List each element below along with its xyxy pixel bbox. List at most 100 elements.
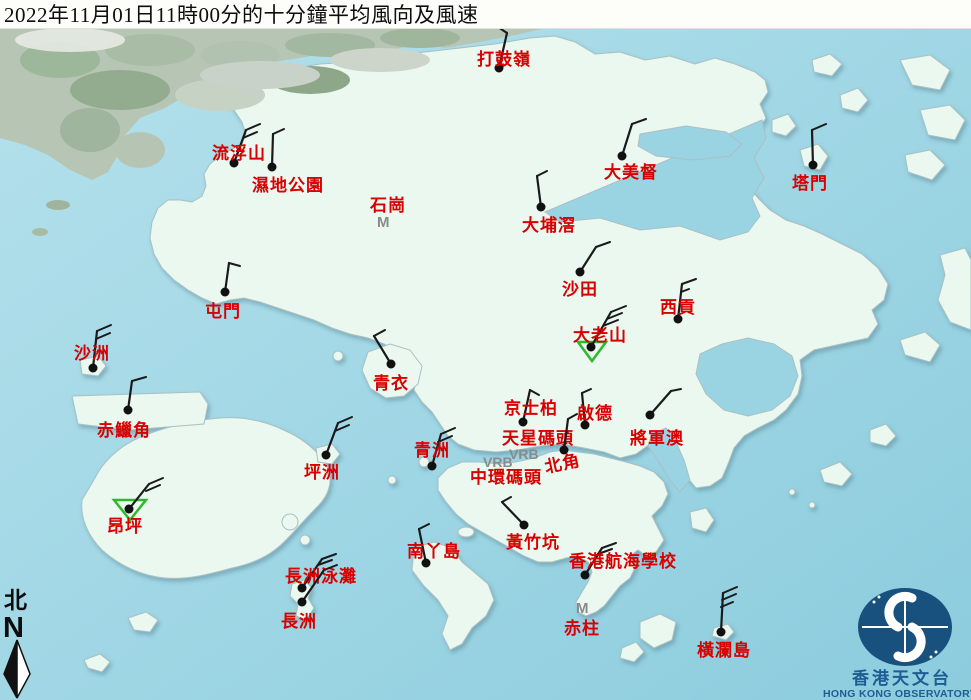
- station-label: 京士柏: [504, 398, 558, 418]
- station-label: 大埔滘: [522, 215, 576, 235]
- wind-barb-feather: [245, 123, 261, 131]
- station-dot: [580, 420, 590, 430]
- station-green-island: 青洲: [414, 427, 456, 471]
- wind-barb-feather: [720, 601, 734, 608]
- station-dot: [321, 450, 331, 460]
- station-dot: [617, 151, 627, 161]
- station-peng-chau: 坪洲: [304, 416, 353, 482]
- wind-barb-feather: [418, 523, 430, 530]
- wind-barb-feather: [228, 262, 241, 267]
- wind-barb-staff: [521, 388, 532, 424]
- terrain-blob: [330, 48, 430, 72]
- airport-platform: [71, 391, 209, 431]
- deep-bay-islet: [32, 228, 48, 236]
- junk-bay: [647, 427, 691, 493]
- island-lamma: [411, 541, 495, 651]
- halftone-dot: [872, 600, 876, 604]
- wind-barb-feather: [242, 131, 258, 139]
- wind-barb-feather: [681, 278, 697, 285]
- wind-barb-staff: [810, 128, 815, 167]
- wind-barb-feather: [529, 389, 540, 396]
- station-label: 昂坪: [107, 517, 143, 536]
- wind-barb-feather: [272, 128, 285, 135]
- island-ma-wan: [332, 350, 344, 362]
- wind-barb-feather: [721, 593, 737, 601]
- wind-barb-feather: [536, 170, 548, 177]
- station-tai-mei-tuk: 大美督: [604, 118, 658, 182]
- wind-barb-staff: [232, 128, 248, 165]
- wind-barb-feather: [501, 496, 512, 503]
- station-dot: [808, 160, 818, 170]
- wind-barb-staff: [535, 174, 543, 209]
- triangle-marker: [111, 498, 149, 523]
- station-ngong-ping: 昂坪: [107, 477, 164, 536]
- station-sha-tin: 沙田: [562, 241, 611, 299]
- station-label: 大美督: [604, 162, 658, 182]
- station-tates-cairn: 大老山: [573, 305, 627, 364]
- wind-barb-feather: [601, 542, 617, 549]
- station-label: 打鼓嶺: [477, 49, 531, 69]
- island-ninepin-1: [819, 461, 853, 487]
- wind-barb-staff: [620, 122, 634, 158]
- island-ne-3: [904, 149, 946, 181]
- wind-barb-feather: [145, 484, 161, 492]
- north-indicator: 北 N: [3, 587, 31, 699]
- north-label-n: N: [3, 612, 24, 644]
- wind-barb-feather: [317, 559, 333, 566]
- station-dot: [518, 417, 528, 427]
- station-dot: [88, 363, 98, 373]
- halftone-dot: [877, 595, 881, 599]
- wind-barb-staff: [270, 132, 275, 169]
- station-label: 赤柱: [564, 618, 600, 638]
- shenzhen-satellite-area: [0, 28, 545, 236]
- station-dot: [220, 287, 230, 297]
- hko-logo-name-cjk: 香港天文台: [852, 668, 952, 688]
- island-hong-kong: [437, 449, 669, 617]
- wind-barb-staff: [300, 568, 326, 604]
- station-dot: [519, 520, 529, 530]
- wind-barb-feather: [95, 332, 111, 340]
- station-label: 濕地公園: [252, 175, 324, 195]
- station-dot: [494, 63, 504, 73]
- halftone-dot: [934, 650, 938, 654]
- station-dot: [427, 461, 437, 471]
- islet-grass: [771, 113, 797, 137]
- station-tap-mun: 塔門: [792, 123, 827, 193]
- wind-barb-staff: [580, 391, 587, 427]
- wind-barb-staff: [578, 245, 598, 274]
- page-title: 2022年11月01日11時00分的十分鐘平均風向及風速: [4, 3, 479, 27]
- island-ne-1: [899, 54, 951, 91]
- station-label: 西貢: [660, 298, 696, 317]
- wind-barb-feather: [581, 388, 592, 394]
- wind-barb-feather: [680, 288, 690, 293]
- station-lamma-island: 南丫島: [407, 523, 460, 568]
- station-dot: [586, 342, 596, 352]
- terrain-blob: [115, 132, 165, 168]
- variable-wind-note: VRB: [483, 454, 513, 470]
- wind-barb-feather: [610, 305, 627, 313]
- station-label: 將軍澳: [630, 428, 684, 448]
- wind-barb-feather: [321, 553, 337, 560]
- station-hk-sea-school: 香港航海學校: [569, 542, 676, 580]
- wind-barb-staff: [430, 432, 443, 468]
- wind-barb-feather: [373, 329, 386, 337]
- wind-barb-feather: [148, 477, 164, 485]
- hko-logo-name-en: HONG KONG OBSERVATORY: [823, 688, 971, 700]
- wind-barb-feather: [131, 376, 147, 382]
- island-ne-5: [811, 53, 843, 77]
- station-sha-chau: 沙洲: [74, 324, 112, 373]
- station-tuen-mun: 屯門: [205, 261, 241, 321]
- terrain-blob: [105, 34, 195, 66]
- station-cheung-chau: 長洲: [281, 564, 338, 631]
- water-inlets: [543, 119, 799, 493]
- islet: [299, 534, 311, 546]
- wind-barb-feather: [437, 435, 453, 443]
- islet-tiny-2: [808, 501, 816, 509]
- station-label: 大老山: [573, 325, 627, 345]
- wind-barb-staff: [562, 417, 570, 452]
- wind-barb-staff: [223, 261, 231, 294]
- wind-barb-staff: [676, 282, 684, 321]
- wind-barb-staff: [500, 500, 526, 527]
